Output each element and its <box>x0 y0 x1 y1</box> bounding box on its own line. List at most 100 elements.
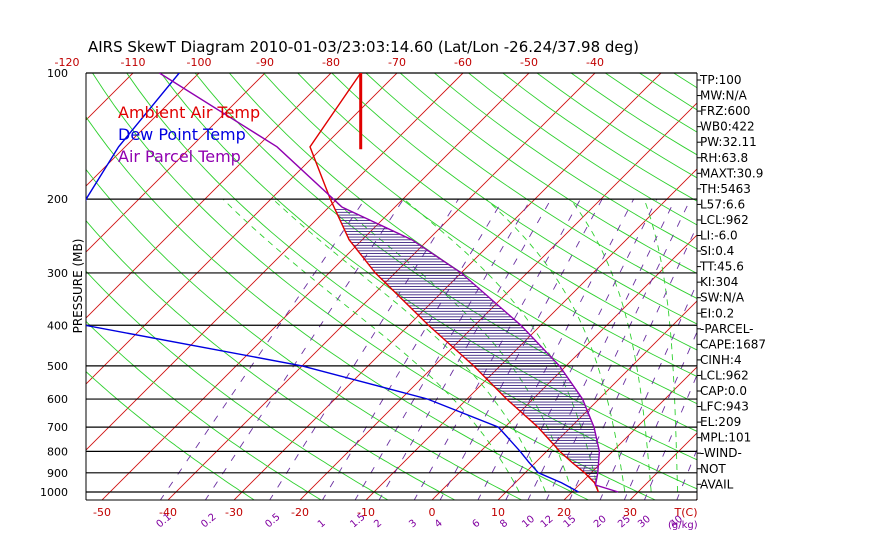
bottom-temp-tick-label: -10 <box>357 506 375 519</box>
bottom-temp-tick-label: 10 <box>491 506 505 519</box>
top-temp-tick-label: -80 <box>322 56 340 69</box>
isotherm-line <box>86 73 134 121</box>
index-label: -WIND- <box>700 446 742 460</box>
index-label: PW:32.11 <box>700 135 757 149</box>
dry-adiabat-line <box>331 73 697 325</box>
legend-entry: Air Parcel Temp <box>118 147 241 166</box>
dry-adiabat-line <box>86 168 523 500</box>
index-label: MW:N/A <box>700 89 748 103</box>
dry-adiabat-line <box>776 73 870 501</box>
top-temp-tick-label: -120 <box>55 56 80 69</box>
mixing-ratio-tick-label: 0.2 <box>199 512 218 531</box>
pressure-tick-label: 500 <box>47 360 68 373</box>
bottom-temp-tick-label: -30 <box>225 506 243 519</box>
isotherm-line <box>101 73 530 500</box>
dry-adiabat-line <box>468 73 697 226</box>
dry-adiabat-line <box>297 73 697 351</box>
dry-adiabat-line <box>86 116 590 500</box>
dry-adiabat-line <box>228 73 697 405</box>
mixing-ratio-tick-label: 10 <box>520 514 537 531</box>
moist-adiabat-line <box>332 198 573 493</box>
mixing-ratio-line <box>321 198 504 500</box>
pressure-tick-label: 900 <box>47 467 68 480</box>
mixing-ratio-tick-label: 6 <box>471 518 483 531</box>
dry-adiabats <box>86 73 870 501</box>
isotherm-line <box>167 73 596 500</box>
index-label: WB0:422 <box>700 120 755 134</box>
index-label: EL:209 <box>700 415 741 429</box>
index-label: LI:-6.0 <box>700 229 738 243</box>
mixing-ratio-line <box>204 198 404 500</box>
isotherm-line <box>86 73 464 451</box>
isotherm-line <box>563 366 697 500</box>
top-temp-tick-label: -50 <box>520 56 538 69</box>
index-label: TP:100 <box>699 73 742 87</box>
air-parcel-temp-line <box>159 73 619 493</box>
mixing-ratio-lines <box>159 198 697 500</box>
cape-hatch <box>335 209 600 485</box>
dry-adiabat-line <box>263 73 697 378</box>
mixing-ratio-tick-label: 0.5 <box>263 512 282 531</box>
index-label: TH:5463 <box>699 182 751 196</box>
mixing-ratio-line <box>354 198 532 500</box>
legend-entry: Dew Point Temp <box>118 125 246 144</box>
pressure-tick-label: 200 <box>47 193 68 206</box>
plot-lines <box>0 73 870 501</box>
isotherm-line <box>86 73 200 187</box>
index-label: LFC:943 <box>700 400 749 414</box>
index-label: RH:63.8 <box>700 151 748 165</box>
index-label: CINH:4 <box>700 353 742 367</box>
dry-adiabat-line <box>742 73 870 501</box>
index-label: -PARCEL- <box>700 322 754 336</box>
bottom-temp-tick-label: 20 <box>557 506 571 519</box>
top-temp-tick-label: -40 <box>586 56 604 69</box>
top-temp-tick-label: -60 <box>454 56 472 69</box>
isotherm-line <box>497 300 697 500</box>
pressure-tick-label: 600 <box>47 393 68 406</box>
mixing-ratio-tick-label: 8 <box>498 518 510 531</box>
isotherm-line <box>761 73 870 501</box>
index-label: KI:304 <box>700 275 738 289</box>
y-axis-label: PRESSURE (MB) <box>71 239 85 334</box>
chart-title: AIRS SkewT Diagram 2010-01-03/23:03:14.6… <box>88 38 639 56</box>
top-temp-tick-label: -90 <box>256 56 274 69</box>
dry-adiabat-line <box>86 371 256 500</box>
mixing-ratio-line <box>378 198 552 500</box>
index-label: SW:N/A <box>700 291 745 305</box>
isotherm-line <box>0 73 67 501</box>
moist-adiabat-line <box>403 198 599 493</box>
bottom-temp-tick-label: -50 <box>93 506 111 519</box>
top-temp-tick-label: -100 <box>187 56 212 69</box>
dry-adiabat-line <box>86 320 323 500</box>
isotherm-line <box>0 73 1 501</box>
moist-adiabat-line <box>222 198 520 493</box>
index-label: MAXT:30.9 <box>700 166 763 180</box>
isotherm-line <box>86 73 266 253</box>
moist-adiabat-line <box>272 198 547 493</box>
dew-point-temp-line <box>86 73 579 493</box>
pressure-tick-label: 400 <box>47 319 68 332</box>
bottom-temp-tick-label: -40 <box>159 506 177 519</box>
legend-entry: Ambient Air Temp <box>118 103 260 122</box>
bottom-axis-unit: T(C) <box>674 506 698 519</box>
pressure-tick-label: 100 <box>47 67 68 80</box>
mixing-ratio-tick-label: 12 <box>539 514 556 531</box>
index-label: LCL:962 <box>700 368 749 382</box>
mixing-ratio-line <box>643 373 697 500</box>
mixing-ratio-line <box>599 282 697 500</box>
index-label: CAPE:1687 <box>700 337 766 351</box>
profiles <box>86 73 619 493</box>
index-label: LCL:962 <box>700 213 749 227</box>
legend: Ambient Air Temp Dew Point Temp Air Parcel… <box>118 103 260 166</box>
mixing-ratio-line <box>623 330 697 500</box>
mixing-ratio-tick-label: 20 <box>592 514 609 531</box>
mixing-ratio-unit: (g/kg) <box>668 520 698 531</box>
index-label: MPL:101 <box>700 431 751 445</box>
isotherm-line <box>86 73 398 385</box>
mixing-ratio-line <box>159 198 366 500</box>
mixing-ratio-tick-label: 30 <box>636 514 653 531</box>
mixing-ratio-tick-label: 4 <box>433 518 445 531</box>
mixing-ratio-tick-label: 1 <box>316 518 328 531</box>
